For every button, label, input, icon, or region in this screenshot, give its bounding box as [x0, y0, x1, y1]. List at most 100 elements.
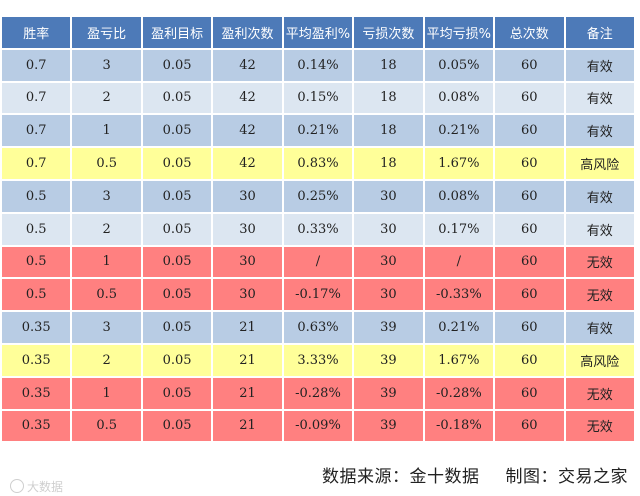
header-cell: 平均亏损% [424, 17, 494, 48]
table-cell: 0.35 [2, 312, 71, 343]
table-row: 0.5 0.5 0.05 30 -0.17% 30 -0.33% 60 无效 [2, 279, 634, 311]
table-cell: 0.35 [2, 344, 71, 376]
table-cell: 42 [213, 148, 282, 179]
table-cell: 60 [495, 312, 564, 343]
table-row: 0.35 0.5 0.05 21 -0.09% 39 -0.18% 60 无效 [2, 410, 634, 442]
table-cell: 21 [213, 312, 282, 343]
watermark-text: 大数据 [27, 480, 64, 494]
table-cell: 60 [495, 148, 564, 179]
table-row: 0.35 3 0.05 21 0.63% 39 0.21% 60 有效 [2, 312, 634, 343]
table-cell: 0.05 [142, 213, 212, 245]
table-cell: -0.09% [283, 410, 353, 442]
table-cell: 0.14% [283, 49, 353, 81]
table-cell: 39 [354, 344, 423, 376]
table-cell: 39 [354, 410, 423, 442]
table-cell: 0.5 [72, 410, 141, 442]
table-cell: 0.7 [2, 49, 71, 81]
table-cell: 60 [495, 377, 564, 409]
table-cell: 1 [72, 377, 141, 409]
table-cell: 0.83% [283, 148, 353, 179]
table-cell: 0.33% [283, 213, 353, 245]
table-cell: 0.5 [72, 148, 141, 179]
table-cell: 3 [72, 312, 141, 343]
table-cell: 0.5 [2, 246, 71, 278]
table-cell: 60 [495, 180, 564, 212]
header-cell: 盈利次数 [213, 17, 282, 48]
header-cell: 备注 [565, 17, 634, 48]
watermark: 大数据 [10, 478, 63, 495]
win-rate-table: 胜率 盈亏比 盈利目标 盈利次数 平均盈利% 亏损次数 平均亏损% 总次数 备注… [0, 15, 636, 443]
data-source: 数据来源：金十数据 [322, 467, 480, 487]
table-row: 0.5 1 0.05 30/30/60 无效 [2, 246, 634, 278]
table-row: 0.7 2 0.05 42 0.15% 18 0.08% 60 有效 [2, 82, 634, 114]
note-cell: 有效 [565, 82, 634, 114]
note-cell: 无效 [565, 410, 634, 442]
table-cell: 0.05 [142, 410, 212, 442]
table-cell: 1.67% [424, 344, 494, 376]
table-cell: 3 [72, 49, 141, 81]
table-cell: 0.25% [283, 180, 353, 212]
table-cell: 60 [495, 49, 564, 81]
note-cell: 无效 [565, 377, 634, 409]
table-cell: 0.21% [283, 115, 353, 147]
table-cell: 0.17% [424, 213, 494, 245]
table-cell: 0.05 [142, 279, 212, 311]
table-cell: 60 [495, 115, 564, 147]
table-cell: 18 [354, 49, 423, 81]
table-cell: 30 [354, 213, 423, 245]
header-cell: 亏损次数 [354, 17, 423, 48]
table-cell: 30 [354, 180, 423, 212]
table-cell: 60 [495, 246, 564, 278]
table-cell: 0.63% [283, 312, 353, 343]
table-cell: 0.05 [142, 377, 212, 409]
data-table-container: 胜率 盈亏比 盈利目标 盈利次数 平均盈利% 亏损次数 平均亏损% 总次数 备注… [0, 15, 636, 443]
table-cell: 30 [213, 246, 282, 278]
table-cell: 0.05% [424, 49, 494, 81]
table-cell: 60 [495, 213, 564, 245]
table-cell: 1 [72, 115, 141, 147]
table-cell: 0.05 [142, 180, 212, 212]
table-cell: 0.08% [424, 180, 494, 212]
table-cell: 42 [213, 115, 282, 147]
table-cell: 0.05 [142, 344, 212, 376]
table-cell: 3 [72, 180, 141, 212]
header-row: 胜率 盈亏比 盈利目标 盈利次数 平均盈利% 亏损次数 平均亏损% 总次数 备注 [2, 17, 634, 48]
table-cell: / [283, 246, 353, 278]
table-cell: -0.17% [283, 279, 353, 311]
table-row: 0.5 3 0.05 30 0.25% 30 0.08% 60 有效 [2, 180, 634, 212]
table-row: 0.7 0.5 0.05 42 0.83% 18 1.67% 60 高风险 [2, 148, 634, 179]
table-cell: 39 [354, 312, 423, 343]
table-cell: 0.05 [142, 246, 212, 278]
table-cell: 0.08% [424, 82, 494, 114]
table-cell: 30 [213, 213, 282, 245]
table-cell: 0.05 [142, 49, 212, 81]
table-row: 0.5 2 0.05 30 0.33% 30 0.17% 60 有效 [2, 213, 634, 245]
table-cell: 60 [495, 279, 564, 311]
table-cell: 21 [213, 344, 282, 376]
watermark-icon [10, 479, 24, 493]
table-cell: 2 [72, 344, 141, 376]
header-cell: 盈亏比 [72, 17, 141, 48]
table-cell: 0.5 [2, 213, 71, 245]
header-cell: 平均盈利% [283, 17, 353, 48]
table-cell: 0.05 [142, 82, 212, 114]
header-cell: 胜率 [2, 17, 71, 48]
note-cell: 有效 [565, 115, 634, 147]
chart-credit: 制图：交易之家 [505, 467, 628, 487]
table-cell: 1.67% [424, 148, 494, 179]
table-cell: 0.21% [424, 312, 494, 343]
table-cell: 60 [495, 344, 564, 376]
table-cell: 2 [72, 82, 141, 114]
table-cell: 18 [354, 148, 423, 179]
table-cell: / [424, 246, 494, 278]
table-row: 0.7 3 0.05 42 0.14% 18 0.05% 60 有效 [2, 49, 634, 81]
table-cell: 0.35 [2, 410, 71, 442]
table-cell: -0.18% [424, 410, 494, 442]
note-cell: 有效 [565, 180, 634, 212]
table-cell: 30 [354, 279, 423, 311]
table-cell: 0.7 [2, 115, 71, 147]
table-row: 0.35 2 0.05 21 3.33% 39 1.67% 60 高风险 [2, 344, 634, 376]
table-cell: -0.28% [283, 377, 353, 409]
note-cell: 有效 [565, 312, 634, 343]
source-credit: 数据来源：金十数据 制图：交易之家 [322, 462, 628, 487]
